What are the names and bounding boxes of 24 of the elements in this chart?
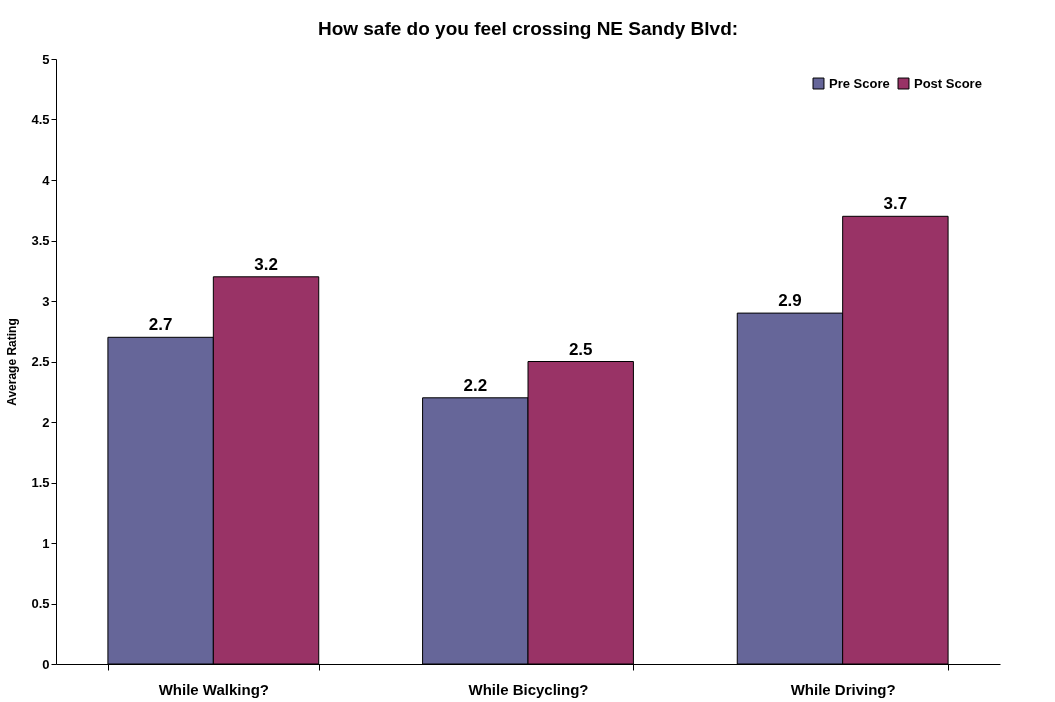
data-label: 3.7	[883, 194, 908, 214]
chart-title: How safe do you feel crossing NE Sandy Blvd:	[317, 18, 739, 39]
y-tick-label: 3	[42, 293, 50, 309]
data-label: 2.2	[463, 375, 488, 395]
data-label: 3.2	[254, 254, 278, 274]
y-tick-label: 2	[42, 414, 50, 430]
y-tick-label: 0.5	[31, 596, 50, 611]
x-tick-label: While Walking?	[158, 680, 269, 698]
data-label: 2.5	[568, 339, 593, 359]
data-label: 2.9	[778, 291, 802, 311]
x-tick-label: While Driving?	[790, 680, 896, 698]
y-tick-label: 4.5	[31, 112, 50, 127]
y-tick-label: 4	[42, 172, 51, 188]
y-tick-label: 1.5	[31, 475, 50, 490]
y-axis-title: Average Rating	[5, 318, 20, 406]
data-label: 2.7	[148, 315, 173, 335]
x-tick-label: While Bicycling?	[468, 680, 589, 698]
y-tick-label: 3.5	[31, 233, 50, 248]
legend-label: Pre Score	[829, 75, 890, 91]
y-tick-label: 5	[42, 51, 50, 67]
y-tick-label: 0	[42, 656, 50, 672]
y-tick-label: 2.5	[31, 354, 50, 369]
legend-label: Post Score	[914, 75, 982, 91]
y-tick-label: 1	[42, 535, 50, 551]
